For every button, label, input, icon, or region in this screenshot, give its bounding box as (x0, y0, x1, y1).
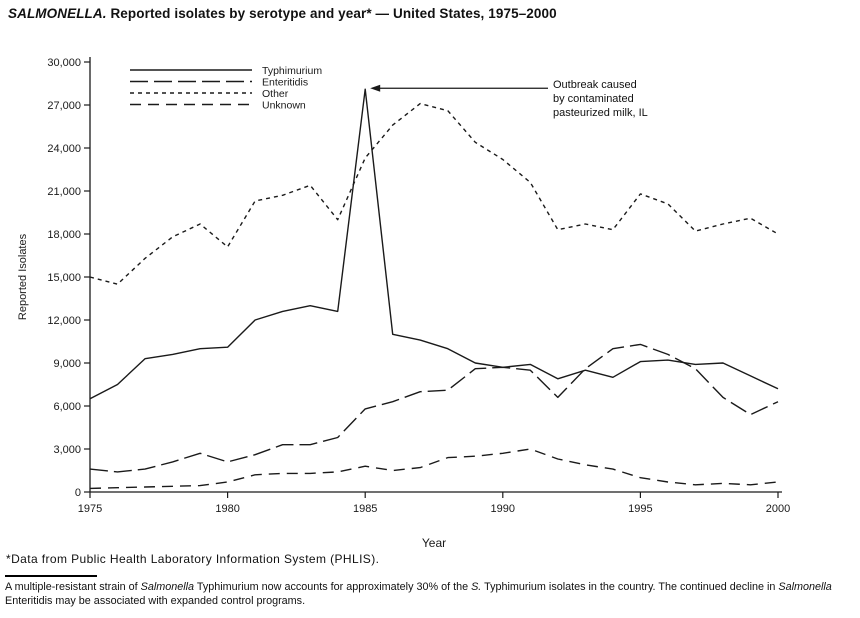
y-tick-label: 27,000 (47, 100, 81, 112)
x-tick-label: 1990 (491, 503, 515, 515)
note-segment: Typhimurium now accounts for approximate… (194, 581, 472, 593)
x-tick-label: 2000 (766, 503, 790, 515)
note-segment: Typhimurium isolates in the country. The… (481, 581, 779, 593)
annotation-arrowhead (370, 84, 381, 92)
title-rest: Reported isolates by serotype and year* … (106, 6, 557, 21)
bottom-note: A multiple-resistant strain of Salmonell… (5, 581, 855, 608)
divider (5, 575, 97, 577)
note-italic-segment: Salmonella (778, 581, 832, 593)
series-line-enteritidis (89, 343, 779, 473)
y-tick-label: 12,000 (47, 315, 81, 327)
y-axis-label: Reported Isolates (17, 233, 29, 320)
y-tick-label: 0 (75, 487, 81, 499)
y-tick-label: 3,000 (53, 444, 81, 456)
y-tick-label: 21,000 (47, 186, 81, 198)
x-tick-label: 1985 (353, 503, 377, 515)
note-italic-segment: S. (471, 581, 482, 593)
footnote: *Data from Public Health Laboratory Info… (6, 552, 380, 566)
y-tick-label: 30,000 (47, 57, 81, 69)
legend-label: Enteritidis (262, 77, 308, 89)
y-tick-label: 15,000 (47, 272, 81, 284)
chart-title: SALMONELLA. Reported isolates by serotyp… (8, 6, 557, 21)
x-axis-label: Year (422, 536, 446, 550)
series-line-unknown (89, 448, 779, 490)
y-tick-label: 9,000 (53, 358, 81, 370)
legend-label: Unknown (262, 100, 306, 112)
y-tick-label: 6,000 (53, 401, 81, 413)
y-tick-label: 24,000 (47, 143, 81, 155)
outbreak-annotation: Outbreak caused by contaminated pasteuri… (553, 79, 648, 119)
x-tick-label: 1995 (628, 503, 652, 515)
x-tick-label: 1980 (215, 503, 239, 515)
x-tick-label: 1975 (78, 503, 102, 515)
legend-label: Typhimurium (262, 65, 322, 77)
note-italic-segment: Salmonella (140, 581, 195, 593)
note-segment: A multiple-resistant strain of (5, 581, 141, 593)
series-line-typhimurium (89, 88, 779, 400)
note-segment: Enteritidis may be associated with expan… (5, 594, 306, 607)
title-italic: SALMONELLA. (8, 6, 107, 21)
y-tick-label: 18,000 (47, 229, 81, 241)
series-line-other (89, 102, 779, 285)
legend-label: Other (262, 88, 289, 100)
